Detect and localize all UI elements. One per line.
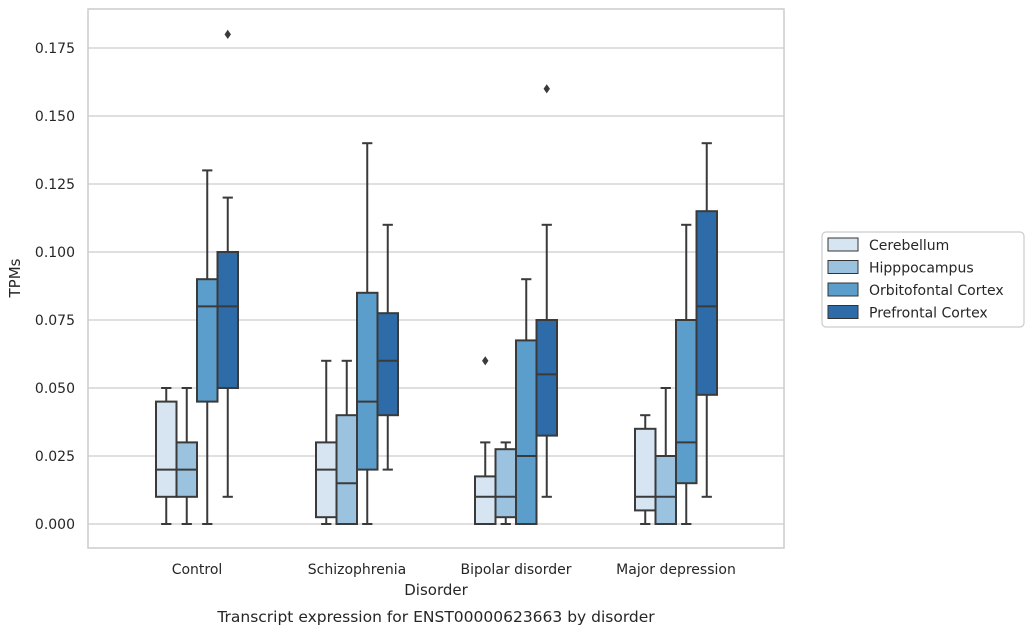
box	[216, 29, 239, 498]
legend: Cerebellum Hipppocampus Orbitofontal Corte…	[821, 231, 1025, 328]
y-tick-label: 0.100	[35, 245, 75, 261]
box	[695, 142, 718, 498]
y-axis-label: TPMs	[6, 258, 24, 298]
y-tick-label: 0.025	[35, 449, 75, 465]
box-body	[356, 291, 379, 471]
x-tick-label: Bipolar disorder	[460, 562, 571, 578]
box	[535, 84, 558, 498]
box	[376, 223, 399, 471]
legend-frame	[821, 231, 1025, 328]
y-tick-label: 0.050	[35, 381, 75, 397]
box-body	[654, 455, 677, 525]
y-tick-label: 0.125	[35, 177, 75, 193]
legend-label: Orbitofontal Cortex	[869, 283, 1004, 299]
box	[356, 142, 379, 525]
box-body	[695, 210, 718, 396]
legend-label: Prefrontal Cortex	[869, 306, 988, 322]
box-body	[335, 414, 358, 526]
box-body	[216, 251, 239, 389]
legend-item: Cerebellum	[827, 237, 949, 254]
box	[196, 169, 219, 525]
legend-swatch	[827, 305, 859, 319]
legend-swatch	[827, 237, 859, 252]
x-tick-labels: Control Schizophrenia Bipolar disorder Majo…	[172, 562, 736, 578]
boxes	[155, 29, 718, 526]
outlier-point	[482, 356, 489, 366]
x-tick-label: Control	[172, 562, 223, 578]
box-body	[675, 319, 698, 485]
x-tick-label: Schizophrenia	[308, 562, 406, 578]
legend-item: Orbitofontal Cortex	[827, 282, 1004, 299]
x-tick-label: Major depression	[616, 562, 736, 578]
box-body	[634, 427, 657, 512]
chart-caption: Transcript expression for ENST0000062366…	[216, 608, 655, 626]
box	[175, 387, 198, 525]
plot-frame	[87, 8, 785, 549]
legend-item: Prefrontal Cortex	[827, 305, 988, 322]
box	[335, 359, 358, 526]
box	[515, 278, 538, 525]
x-axis-label: Disorder	[404, 581, 468, 599]
box-body	[535, 319, 558, 437]
box	[675, 223, 698, 525]
box	[634, 414, 657, 525]
box-body	[196, 278, 219, 403]
box	[155, 387, 178, 525]
box-body	[494, 448, 517, 519]
y-tick-label: 0.175	[35, 41, 75, 57]
y-tick-label: 0.075	[35, 313, 75, 329]
legend-swatch	[827, 282, 859, 297]
box	[315, 359, 338, 525]
outlier-point	[543, 84, 550, 94]
outlier-point	[224, 29, 231, 39]
box-body	[155, 400, 178, 498]
box-body	[515, 339, 538, 525]
box	[494, 441, 517, 525]
y-tick-label: 0.150	[35, 109, 75, 125]
legend-label: Hipppocampus	[869, 261, 974, 277]
box-body	[376, 312, 399, 417]
box-body	[315, 441, 338, 519]
legend-label: Cerebellum	[869, 238, 949, 254]
legend-swatch	[827, 260, 859, 274]
legend-item: Hipppocampus	[827, 260, 974, 277]
y-tick-label: 0.000	[35, 517, 75, 533]
y-tick-labels: 0.000 0.025 0.050 0.075 0.100 0.125 0.150 0.175	[35, 41, 75, 533]
box-body	[474, 475, 497, 525]
box	[654, 387, 677, 525]
box	[474, 356, 497, 525]
